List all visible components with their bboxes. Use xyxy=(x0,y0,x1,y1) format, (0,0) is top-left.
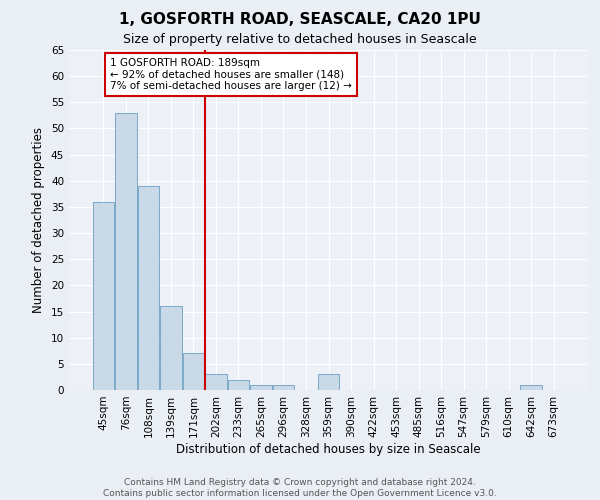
Y-axis label: Number of detached properties: Number of detached properties xyxy=(32,127,46,313)
Bar xyxy=(520,385,542,390)
Text: 1, GOSFORTH ROAD, SEASCALE, CA20 1PU: 1, GOSFORTH ROAD, SEASCALE, CA20 1PU xyxy=(119,12,481,28)
Bar xyxy=(182,354,204,390)
Bar xyxy=(137,186,159,390)
Bar xyxy=(250,385,272,390)
Bar xyxy=(273,385,294,390)
Bar xyxy=(115,113,137,390)
Text: Contains HM Land Registry data © Crown copyright and database right 2024.
Contai: Contains HM Land Registry data © Crown c… xyxy=(103,478,497,498)
Bar xyxy=(92,202,114,390)
Text: 1 GOSFORTH ROAD: 189sqm
← 92% of detached houses are smaller (148)
7% of semi-de: 1 GOSFORTH ROAD: 189sqm ← 92% of detache… xyxy=(110,58,352,91)
Bar xyxy=(318,374,339,390)
Text: Size of property relative to detached houses in Seascale: Size of property relative to detached ho… xyxy=(123,32,477,46)
Bar xyxy=(205,374,227,390)
Bar xyxy=(160,306,182,390)
Text: Distribution of detached houses by size in Seascale: Distribution of detached houses by size … xyxy=(176,442,481,456)
Bar xyxy=(228,380,249,390)
